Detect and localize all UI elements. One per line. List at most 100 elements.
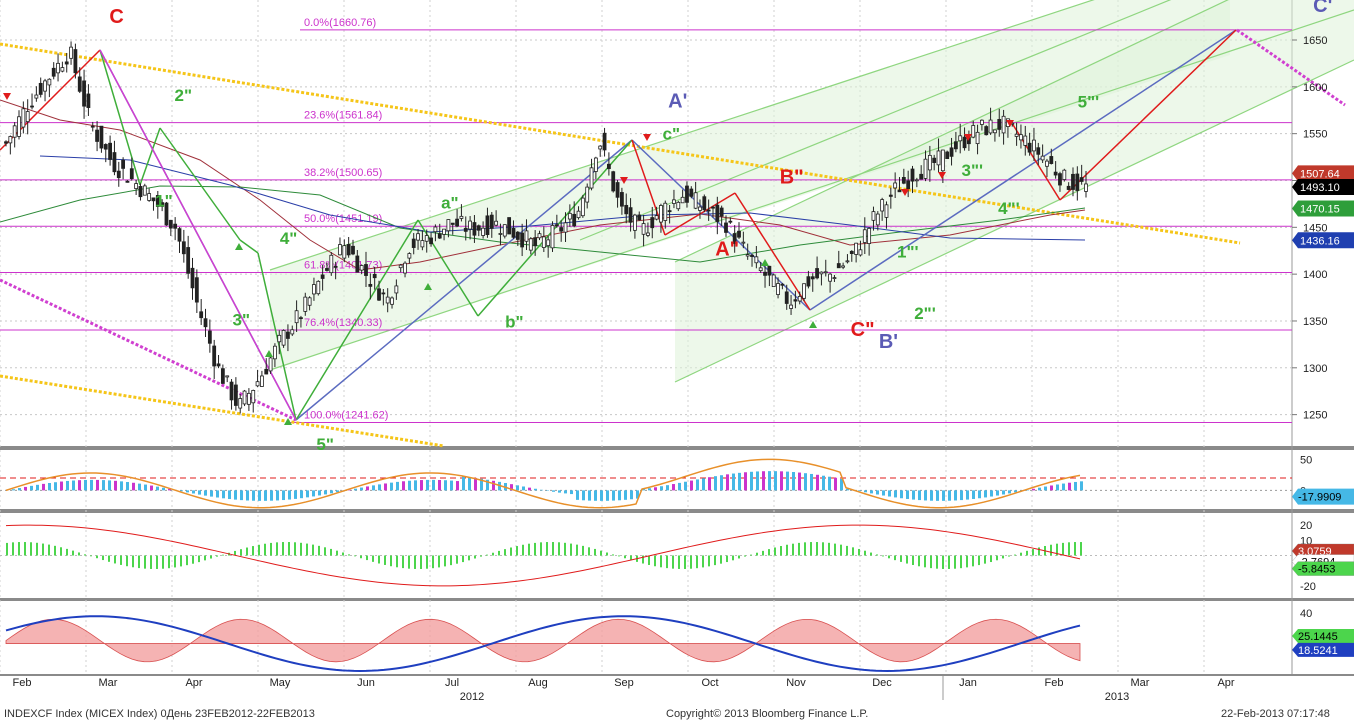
momentum-bar: [456, 481, 459, 491]
candle-body: [281, 330, 286, 346]
macd-histogram-bar: [330, 548, 332, 556]
wave-label: a": [441, 194, 459, 213]
macd-histogram-bar: [402, 555, 404, 569]
candle-body: [940, 149, 945, 172]
candle-body: [810, 276, 815, 280]
macd-histogram-bar: [624, 555, 626, 559]
indicator-panels: [0, 458, 1292, 672]
candle-body: [650, 217, 655, 229]
momentum-bar: [846, 488, 849, 491]
candle-body: [750, 254, 754, 257]
candle-body: [711, 206, 715, 209]
candle-body: [125, 180, 130, 183]
macd-histogram-bar: [372, 555, 374, 562]
momentum-bar: [840, 478, 843, 491]
macd-histogram-bar: [288, 542, 290, 556]
macd-histogram-bar: [582, 545, 584, 556]
momentum-bar: [510, 484, 513, 491]
wave-green-line: [159, 127, 241, 241]
candle-body: [533, 237, 538, 247]
momentum-bar: [240, 490, 243, 501]
candle-body: [489, 214, 494, 229]
candle-body: [86, 93, 91, 108]
candle-body: [554, 224, 559, 227]
candle-body: [754, 256, 759, 264]
momentum-bar: [438, 479, 441, 491]
candle-body: [1049, 156, 1054, 164]
panel-separator: [0, 446, 1354, 450]
macd-histogram-bar: [1080, 542, 1082, 556]
macd-histogram-bar: [660, 555, 662, 568]
momentum-bar: [558, 490, 561, 493]
candle-body: [168, 219, 173, 229]
momentum-bar: [660, 486, 663, 491]
y-tick-label: 1450: [1303, 222, 1327, 234]
x-month-label: Mar: [1131, 677, 1150, 689]
momentum-bar: [570, 490, 573, 495]
dmi-tag-label: 18.5241: [1298, 645, 1338, 657]
x-year-label: 2012: [460, 691, 484, 703]
momentum-bar: [936, 490, 939, 501]
wave-magenta-line: [99, 49, 297, 421]
candle-body: [862, 229, 867, 243]
candle-body: [849, 250, 854, 254]
macd-histogram-bar: [468, 555, 470, 561]
macd-histogram-bar: [780, 546, 782, 556]
momentum-bar: [600, 490, 603, 501]
macd-histogram-bar: [942, 555, 944, 569]
candle-body: [190, 267, 195, 289]
macd-histogram-bar: [678, 555, 680, 569]
momentum-bar: [528, 487, 531, 491]
candle-body: [541, 236, 546, 248]
footer-timestamp: 22-Feb-2013 07:17:48: [1221, 708, 1330, 720]
candle-body: [246, 392, 251, 405]
candle-body: [64, 61, 69, 65]
macd-histogram-bar: [834, 543, 836, 556]
candle-body: [307, 297, 312, 306]
candle-body: [446, 219, 451, 232]
macd-histogram-bar: [600, 550, 602, 556]
momentum-bar: [930, 490, 933, 501]
candle-body: [715, 204, 720, 222]
wave-label: A": [715, 238, 739, 260]
candle-body: [155, 195, 160, 207]
macd-histogram-bar: [540, 542, 542, 556]
candle-body: [90, 125, 95, 128]
dmi-tag: [1292, 628, 1354, 643]
momentum-bar: [1074, 481, 1077, 491]
candle-body: [1053, 171, 1058, 176]
candle-body: [255, 381, 260, 387]
candle-body: [95, 129, 99, 142]
momentum-bar: [312, 490, 315, 497]
x-month-label: Feb: [1045, 677, 1064, 689]
candle-body: [932, 157, 937, 163]
macd-histogram-bar: [714, 555, 716, 566]
candle-body: [841, 265, 846, 268]
candle-body: [1079, 177, 1084, 182]
momentum-bar: [36, 484, 39, 491]
candle-body: [776, 283, 780, 295]
candle-body: [99, 125, 104, 149]
candle-body: [103, 144, 108, 150]
momentum-bar: [1044, 486, 1047, 491]
wave-label: 2": [174, 86, 192, 105]
candle-body: [177, 228, 182, 242]
macd-histogram-bar: [240, 549, 242, 556]
momentum-bar: [486, 479, 489, 491]
candle-body: [290, 329, 295, 335]
candle-body: [229, 381, 234, 401]
macd-histogram-bar: [174, 555, 176, 568]
momentum-bar: [30, 485, 33, 491]
momentum-bar: [522, 486, 525, 491]
candle-body: [407, 253, 412, 259]
momentum-bar: [810, 473, 813, 491]
candle-body: [728, 220, 733, 223]
candle-body: [181, 241, 186, 255]
momentum-bar: [90, 479, 93, 491]
chart-canvas[interactable]: 0.0%(1660.76) 23.6%(1561.84) 38.2%(1500.65…: [0, 0, 1354, 703]
momentum-bar: [96, 479, 99, 491]
macd-histogram-bar: [168, 555, 170, 569]
macd-histogram-bar: [552, 542, 554, 556]
candle-body: [420, 240, 425, 248]
momentum-bar: [870, 490, 873, 494]
